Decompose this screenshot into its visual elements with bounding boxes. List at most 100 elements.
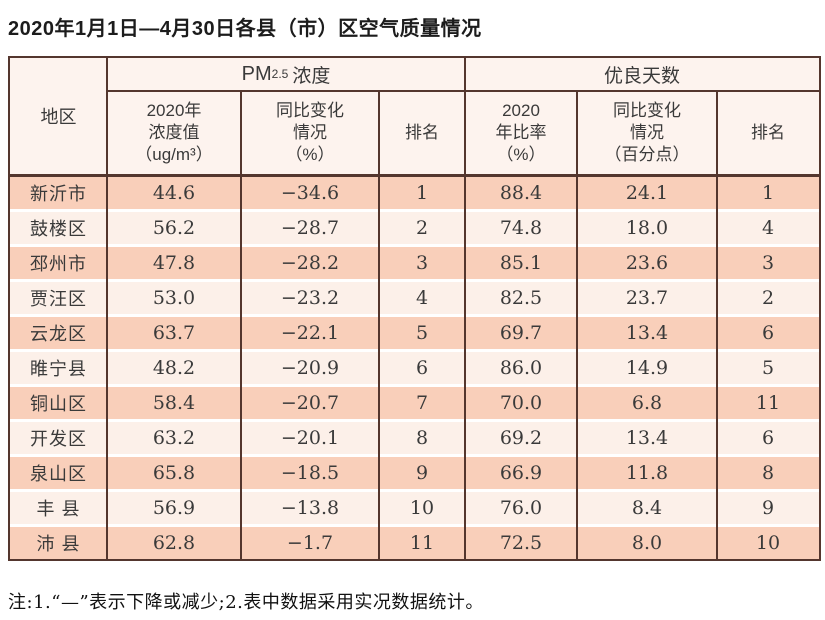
table-header: 地区 PM 2.5 浓度 优良天数 2020年 浓度值 （ug/m³） 同比变化 情… (10, 58, 819, 177)
pm25-rank-cell: 8 (415, 427, 429, 449)
good-change-cell: 18.0 (625, 217, 669, 239)
good-ratio-cell: 82.5 (499, 287, 543, 309)
good-change-cell: 23.6 (625, 252, 669, 274)
table-row: 沛 县 62.8 −1.7 11 72.5 8.0 10 (10, 527, 819, 559)
table-row: 新沂市 44.6 −34.6 1 88.4 24.1 1 (10, 177, 819, 209)
good-ratio-cell: 74.8 (499, 217, 543, 239)
pm25-rank-cell: 2 (415, 217, 429, 239)
good-rank-cell: 3 (761, 252, 775, 274)
good-change-header: 同比变化 情况 （百分点） (604, 100, 690, 165)
good-rank-cell: 8 (761, 462, 775, 484)
table-row: 睢宁县 48.2 −20.9 6 86.0 14.9 5 (10, 352, 819, 384)
good-rank-cell: 4 (761, 217, 775, 239)
table-row: 开发区 63.2 −20.1 8 69.2 13.4 6 (10, 422, 819, 454)
column-divider (464, 58, 466, 559)
pm25-rank-cell: 5 (415, 322, 429, 344)
good-change-cell: 14.9 (625, 357, 669, 379)
table-row: 邳州市 47.8 −28.2 3 85.1 23.6 3 (10, 247, 819, 279)
good-change-cell: 6.8 (631, 392, 663, 414)
good-change-cell: 24.1 (625, 182, 669, 204)
pm25-rank-cell: 6 (415, 357, 429, 379)
pm25-group-header: PM 2.5 浓度 (107, 58, 465, 92)
column-divider (378, 92, 380, 559)
pm25-subscript: 2.5 (271, 67, 289, 81)
region-cell: 贾汪区 (30, 289, 87, 309)
pm25-concentration-label: 浓度 (292, 65, 331, 87)
pm25-rank-cell: 10 (409, 497, 435, 519)
good-ratio-cell: 86.0 (499, 357, 543, 379)
region-column-header: 地区 (40, 107, 77, 127)
good-ratio-cell: 70.0 (499, 392, 543, 414)
pm25-value-cell: 47.8 (152, 252, 196, 274)
pm25-change-header: 同比变化 情况 （%） (276, 100, 344, 165)
good-ratio-cell: 69.2 (499, 427, 543, 449)
pm25-change-cell: −13.8 (280, 497, 340, 519)
table-row: 云龙区 63.7 −22.1 5 69.7 13.4 6 (10, 317, 819, 349)
good-rank-cell: 9 (761, 497, 775, 519)
pm25-rank-cell: 9 (415, 462, 429, 484)
good-change-cell: 13.4 (625, 427, 669, 449)
pm25-value-cell: 48.2 (152, 357, 196, 379)
pm25-change-cell: −18.5 (280, 462, 340, 484)
good-change-cell: 13.4 (625, 322, 669, 344)
region-cell: 睢宁县 (30, 359, 87, 379)
footnote: 注:1.“—”表示下降或减少;2.表中数据采用实况数据统计。 (8, 592, 484, 613)
pm25-change-cell: −1.7 (286, 532, 334, 554)
pm25-rank-cell: 11 (409, 532, 435, 554)
pm25-rank-cell: 4 (415, 287, 429, 309)
pm25-rank-cell: 3 (415, 252, 429, 274)
good-ratio-cell: 85.1 (499, 252, 543, 274)
good-change-cell: 11.8 (625, 462, 669, 484)
pm25-rank-header: 排名 (405, 122, 439, 142)
good-change-cell: 23.7 (625, 287, 669, 309)
pm25-value-header: 2020年 浓度值 （ug/m³） (135, 100, 213, 165)
region-cell: 开发区 (30, 429, 87, 449)
pm25-value-cell: 65.8 (152, 462, 196, 484)
pm25-label-text: PM (241, 62, 272, 85)
table-row: 丰 县 56.9 −13.8 10 76.0 8.4 9 (10, 492, 819, 524)
pm25-change-cell: −22.1 (280, 322, 340, 344)
pm25-rank-cell: 1 (415, 182, 429, 204)
pm25-value-cell: 63.7 (152, 322, 196, 344)
region-cell: 邳州市 (30, 254, 87, 274)
good-rank-cell: 6 (761, 427, 775, 449)
good-ratio-cell: 88.4 (499, 182, 543, 204)
good-rank-cell: 10 (755, 532, 781, 554)
pm25-change-cell: −23.2 (280, 287, 340, 309)
good-rank-cell: 6 (761, 322, 775, 344)
pm25-change-cell: −20.7 (280, 392, 340, 414)
column-divider (106, 58, 108, 559)
page-title: 2020年1月1日—4月30日各县（市）区空气质量情况 (8, 18, 482, 40)
pm25-value-cell: 58.4 (152, 392, 196, 414)
pm25-change-cell: −28.7 (280, 217, 340, 239)
table-body: 新沂市 44.6 −34.6 1 88.4 24.1 1 鼓楼区 56.2 −2… (10, 177, 819, 559)
pm25-rank-cell: 7 (415, 392, 429, 414)
region-cell: 鼓楼区 (30, 219, 87, 239)
pm25-value-cell: 53.0 (152, 287, 196, 309)
region-cell: 沛 县 (36, 534, 81, 554)
pm25-change-cell: −34.6 (280, 182, 340, 204)
region-cell: 铜山区 (30, 394, 87, 414)
good-days-group-header: 优良天数 (465, 58, 819, 92)
column-divider (240, 92, 242, 559)
table-row: 泉山区 65.8 −18.5 9 66.9 11.8 8 (10, 457, 819, 489)
good-ratio-cell: 66.9 (499, 462, 543, 484)
region-cell: 丰 县 (36, 499, 81, 519)
air-quality-table: 地区 PM 2.5 浓度 优良天数 2020年 浓度值 （ug/m³） 同比变化 情… (8, 56, 821, 561)
column-divider (716, 92, 718, 559)
pm25-value-cell: 44.6 (152, 182, 196, 204)
pm25-value-cell: 56.2 (152, 217, 196, 239)
pm25-value-cell: 63.2 (152, 427, 196, 449)
table-row: 贾汪区 53.0 −23.2 4 82.5 23.7 2 (10, 282, 819, 314)
region-cell: 云龙区 (30, 324, 87, 344)
region-cell: 泉山区 (30, 464, 87, 484)
pm25-change-cell: −20.9 (280, 357, 340, 379)
pm25-value-cell: 62.8 (152, 532, 196, 554)
table-row: 鼓楼区 56.2 −28.7 2 74.8 18.0 4 (10, 212, 819, 244)
good-ratio-cell: 69.7 (499, 322, 543, 344)
good-ratio-cell: 72.5 (499, 532, 543, 554)
good-ratio-cell: 76.0 (499, 497, 543, 519)
pm25-change-cell: −20.1 (280, 427, 340, 449)
good-change-cell: 8.0 (631, 532, 663, 554)
